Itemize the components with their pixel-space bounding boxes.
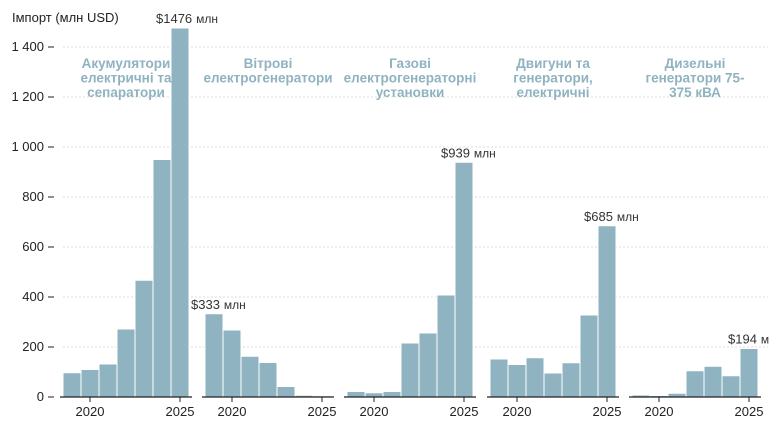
x-tick-label: 2020	[218, 404, 247, 419]
bar	[80, 369, 100, 398]
y-tick-label: 400	[22, 289, 44, 304]
bar	[204, 313, 224, 398]
panel-title: Двигуни та генератори, електричні	[513, 56, 593, 100]
bar	[382, 391, 402, 398]
bar	[579, 314, 599, 398]
callout-value: $1476	[156, 11, 192, 26]
bar	[561, 362, 581, 398]
data-callout: $939 млн	[441, 145, 496, 160]
y-tick-label: 600	[22, 239, 44, 254]
panel-title-line: Вітрові	[244, 56, 293, 71]
x-tick-label: 2020	[503, 404, 532, 419]
callout-value: $685	[584, 209, 613, 224]
bar	[597, 225, 617, 398]
bar	[116, 328, 136, 398]
data-callout: $333 млн	[191, 297, 246, 312]
callout-unit: млн	[224, 298, 246, 312]
bar	[489, 358, 509, 398]
callout-value: $333	[191, 297, 220, 312]
panel-3: 2020 2025 Газові електрогенераторні установк…	[344, 56, 496, 419]
panels: 2020 2025 Акумулятори електричні та сепарато…	[60, 11, 769, 419]
panel-title-line: електрогенератори	[203, 71, 332, 86]
panel-title-line: установки	[376, 85, 445, 100]
panel-title-line: Двигуни та	[516, 56, 590, 71]
bar	[436, 294, 456, 398]
bar	[418, 332, 438, 398]
panel-title-line: електричні та	[81, 71, 172, 86]
panel-title-line: 375 кВА	[669, 85, 721, 100]
panel-title: Вітрові електрогенератори	[203, 56, 332, 86]
callout-unit: млн	[617, 210, 639, 224]
bar	[258, 362, 278, 398]
bar	[170, 27, 190, 398]
bar	[364, 392, 384, 398]
bar	[276, 386, 296, 398]
y-tick-label: 1 200	[11, 89, 44, 104]
panel-title: Акумулятори електричні та сепаратори	[81, 56, 172, 100]
bar	[62, 372, 82, 398]
bar	[525, 357, 545, 398]
x-tick-label: 2020	[645, 404, 674, 419]
bar	[240, 355, 260, 398]
callout-unit: млн	[474, 146, 496, 160]
y-axis-ticks: 0 200 400 600 800 1 000 1 200 1 400	[11, 39, 54, 404]
panel-title-line: сепаратори	[87, 85, 165, 100]
y-tick-label: 800	[22, 189, 44, 204]
bar	[222, 329, 242, 398]
bar	[98, 363, 118, 398]
data-callout: $194 м	[728, 332, 769, 347]
panel-5: 2020 2025 Дизельні генератори 75-375 кВА $19…	[629, 56, 769, 419]
x-tick-label: 2025	[166, 404, 195, 419]
data-callout: $685 млн	[584, 209, 639, 224]
bar	[454, 161, 474, 398]
y-axis-label: Імпорт (млн USD)	[12, 10, 119, 25]
x-tick-label: 2020	[76, 404, 105, 419]
bar	[134, 279, 154, 398]
callout-unit: м	[761, 333, 769, 347]
y-tick-label: 200	[22, 339, 44, 354]
bar	[543, 372, 563, 398]
x-tick-label: 2025	[735, 404, 764, 419]
y-tick-label: 1 000	[11, 139, 44, 154]
bar	[739, 348, 759, 398]
data-callout: $1476 млн	[156, 11, 218, 26]
panel-2: 2020 2025 Вітрові електрогенератори $333 млн	[191, 56, 336, 419]
panel-title-line: генератори,	[513, 71, 593, 86]
panel-title-line: генератори 75-	[645, 71, 744, 86]
bar	[703, 365, 723, 398]
panel-title: Газові електрогенераторні установки	[344, 56, 477, 100]
panel-title: Дизельні генератори 75-375 кВА	[645, 56, 744, 100]
panel-title-line: Акумулятори	[82, 56, 171, 71]
panel-title-line: Дизельні	[665, 56, 726, 71]
bar	[507, 364, 527, 398]
panel-title-line: Газові	[389, 56, 431, 71]
x-tick-label: 2025	[450, 404, 479, 419]
y-tick-label: 1 400	[11, 39, 44, 54]
panel-title-line: електричні	[516, 85, 589, 100]
callout-value: $194	[728, 332, 757, 347]
y-tick-label: 0	[37, 389, 44, 404]
x-tick-label: 2020	[360, 404, 389, 419]
panel-1: 2020 2025 Акумулятори електричні та сепарато…	[60, 11, 218, 419]
bar	[400, 342, 420, 398]
panel-4: 2020 2025 Двигуни та генератори, електричні $…	[487, 56, 639, 419]
bar	[152, 159, 172, 398]
callout-value: $939	[441, 145, 470, 160]
callout-unit: млн	[196, 12, 218, 26]
x-tick-label: 2025	[308, 404, 337, 419]
panel-title-line: електрогенераторні	[344, 71, 477, 86]
x-tick-label: 2025	[593, 404, 622, 419]
bar	[685, 370, 705, 398]
bar	[721, 375, 741, 398]
bar	[346, 391, 366, 398]
